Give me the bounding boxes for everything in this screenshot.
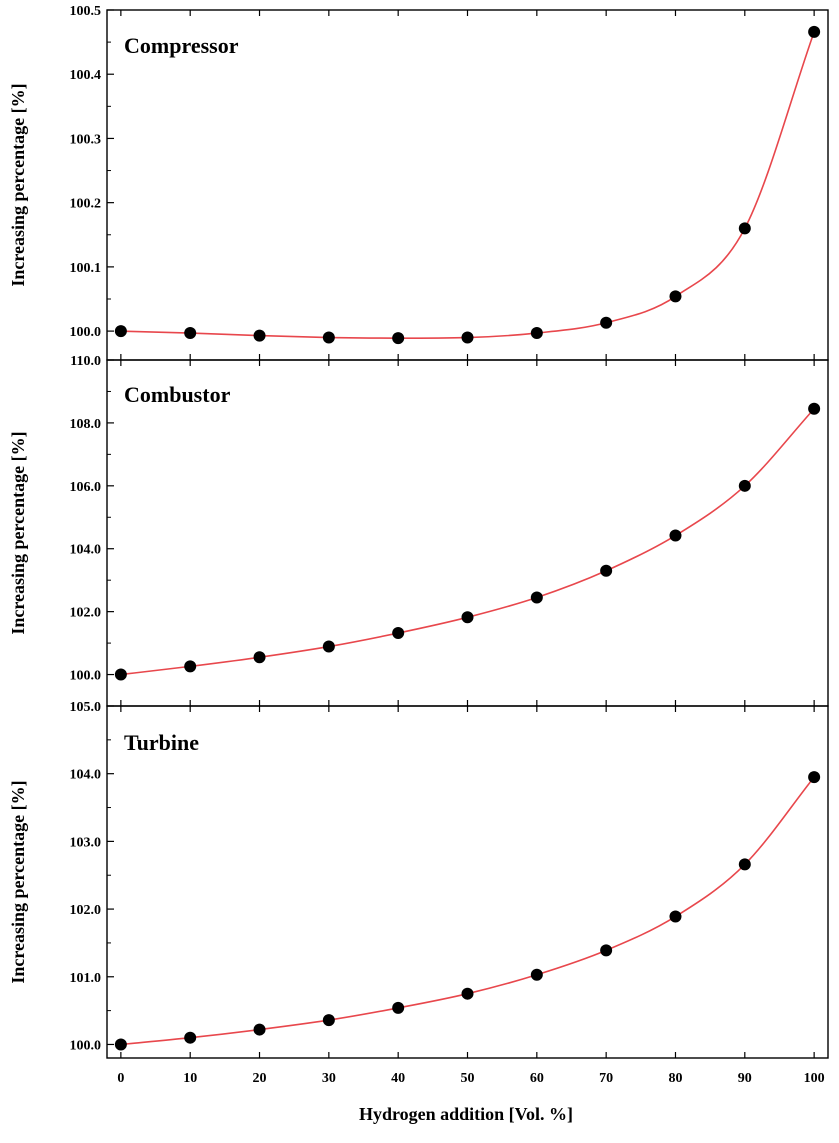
panel-frame-combustor: [106, 359, 829, 707]
y-tick-label: 100.0: [70, 1038, 102, 1053]
x-tick-label: 70: [599, 1071, 613, 1086]
x-tick-label: 100: [804, 1071, 825, 1086]
y-tick-label: 100.4: [70, 68, 102, 83]
data-point: [808, 771, 821, 784]
panel-title: Combustor: [124, 382, 231, 407]
data-point: [322, 1014, 335, 1027]
y-tick-label: 100.2: [70, 197, 102, 212]
y-axis-title: Increasing percentage [%]: [8, 83, 28, 286]
x-axis-title: Hydrogen addition [Vol. %]: [359, 1104, 573, 1124]
series-line-compressor: [120, 31, 815, 339]
y-tick-label: 106.0: [70, 480, 102, 495]
data-point: [808, 25, 821, 38]
data-point: [738, 222, 751, 235]
data-point: [530, 968, 543, 981]
y-tick-label: 100.0: [70, 669, 102, 684]
data-point: [669, 290, 682, 303]
data-point: [114, 325, 127, 338]
panel-frame-compressor: [106, 9, 829, 361]
data-point: [253, 329, 266, 342]
data-point: [461, 331, 474, 344]
y-tick-label: 104.0: [70, 543, 102, 558]
y-axis-title: Increasing percentage [%]: [8, 780, 28, 983]
data-point: [530, 591, 543, 604]
y-tick-label: 100.3: [70, 132, 102, 147]
data-point: [461, 987, 474, 1000]
data-point: [738, 479, 751, 492]
x-tick-label: 90: [738, 1071, 752, 1086]
y-tick-label: 100.1: [70, 261, 102, 276]
y-tick-label: 100.0: [70, 325, 102, 340]
data-point: [600, 564, 613, 577]
data-point: [184, 327, 197, 340]
y-tick-label: 110.0: [70, 354, 101, 369]
y-tick-label: 100.5: [70, 4, 102, 19]
x-tick-label: 0: [117, 1071, 124, 1086]
data-point: [600, 944, 613, 957]
series-line-combustor: [120, 408, 815, 676]
x-tick-label: 60: [530, 1071, 544, 1086]
data-point: [738, 858, 751, 871]
data-point: [392, 1001, 405, 1014]
y-tick-label: 108.0: [70, 417, 102, 432]
data-point: [669, 529, 682, 542]
data-point: [530, 327, 543, 340]
data-point: [322, 331, 335, 344]
y-tick-label: 102.0: [70, 903, 102, 918]
y-tick-label: 101.0: [70, 971, 102, 986]
data-point: [392, 332, 405, 345]
y-tick-label: 105.0: [70, 700, 102, 715]
panel-title: Compressor: [124, 33, 239, 58]
data-point: [600, 316, 613, 329]
data-point: [392, 627, 405, 640]
panel-frame-turbine: [106, 705, 829, 1059]
x-tick-label: 80: [668, 1071, 682, 1086]
y-tick-label: 103.0: [70, 835, 102, 850]
series-line-turbine: [120, 776, 815, 1046]
data-point: [114, 1038, 127, 1051]
x-tick-label: 50: [461, 1071, 475, 1086]
data-point: [114, 668, 127, 681]
x-tick-label: 40: [391, 1071, 405, 1086]
y-tick-label: 104.0: [70, 768, 102, 783]
data-point: [253, 651, 266, 664]
x-tick-label: 10: [183, 1071, 197, 1086]
data-point: [184, 1031, 197, 1044]
data-point: [253, 1023, 266, 1036]
data-point: [184, 660, 197, 673]
x-tick-label: 30: [322, 1071, 336, 1086]
data-point: [669, 910, 682, 923]
data-point: [322, 640, 335, 653]
data-point: [461, 611, 474, 624]
y-tick-label: 102.0: [70, 606, 102, 621]
data-point: [808, 402, 821, 415]
y-axis-title: Increasing percentage [%]: [8, 431, 28, 634]
x-tick-label: 20: [253, 1071, 267, 1086]
panel-title: Turbine: [124, 730, 199, 755]
